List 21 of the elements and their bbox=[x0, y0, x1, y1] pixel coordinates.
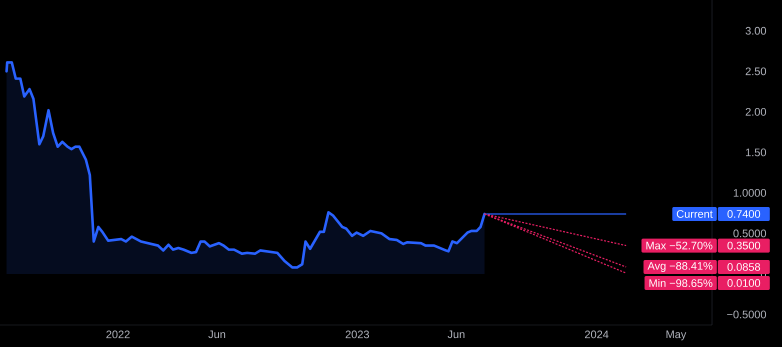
legend-label: Current bbox=[676, 210, 713, 218]
y-tick-label: −0.5000 bbox=[727, 310, 766, 318]
x-tick-label: May bbox=[666, 330, 686, 340]
y-tick-label: 0.5000 bbox=[733, 230, 766, 238]
y-tick-label: 2.00 bbox=[746, 108, 766, 116]
legend-label: Avg −88.41% bbox=[648, 262, 712, 272]
x-tick-label: Jun bbox=[208, 330, 226, 338]
x-tick-label: Jun bbox=[448, 330, 464, 338]
y-tick-label: 3.00 bbox=[746, 26, 766, 35]
legend-label: Max −52.70% bbox=[646, 242, 712, 250]
y-tick-label: 1.0000 bbox=[734, 189, 766, 197]
x-tick-label: 2022 bbox=[106, 330, 130, 338]
text: 0.7400 bbox=[727, 210, 760, 218]
x-tick-label: 2023 bbox=[346, 330, 370, 338]
legend-label: Min −98.65% bbox=[649, 278, 712, 288]
text: 0.3500 bbox=[727, 242, 760, 250]
y-tick-label: 2.50 bbox=[746, 67, 766, 76]
text: 0.0858 bbox=[727, 263, 760, 271]
y-tick-label: 1.50 bbox=[746, 148, 766, 156]
x-tick-label: 2024 bbox=[584, 330, 608, 338]
text: 0.0100 bbox=[727, 279, 760, 287]
